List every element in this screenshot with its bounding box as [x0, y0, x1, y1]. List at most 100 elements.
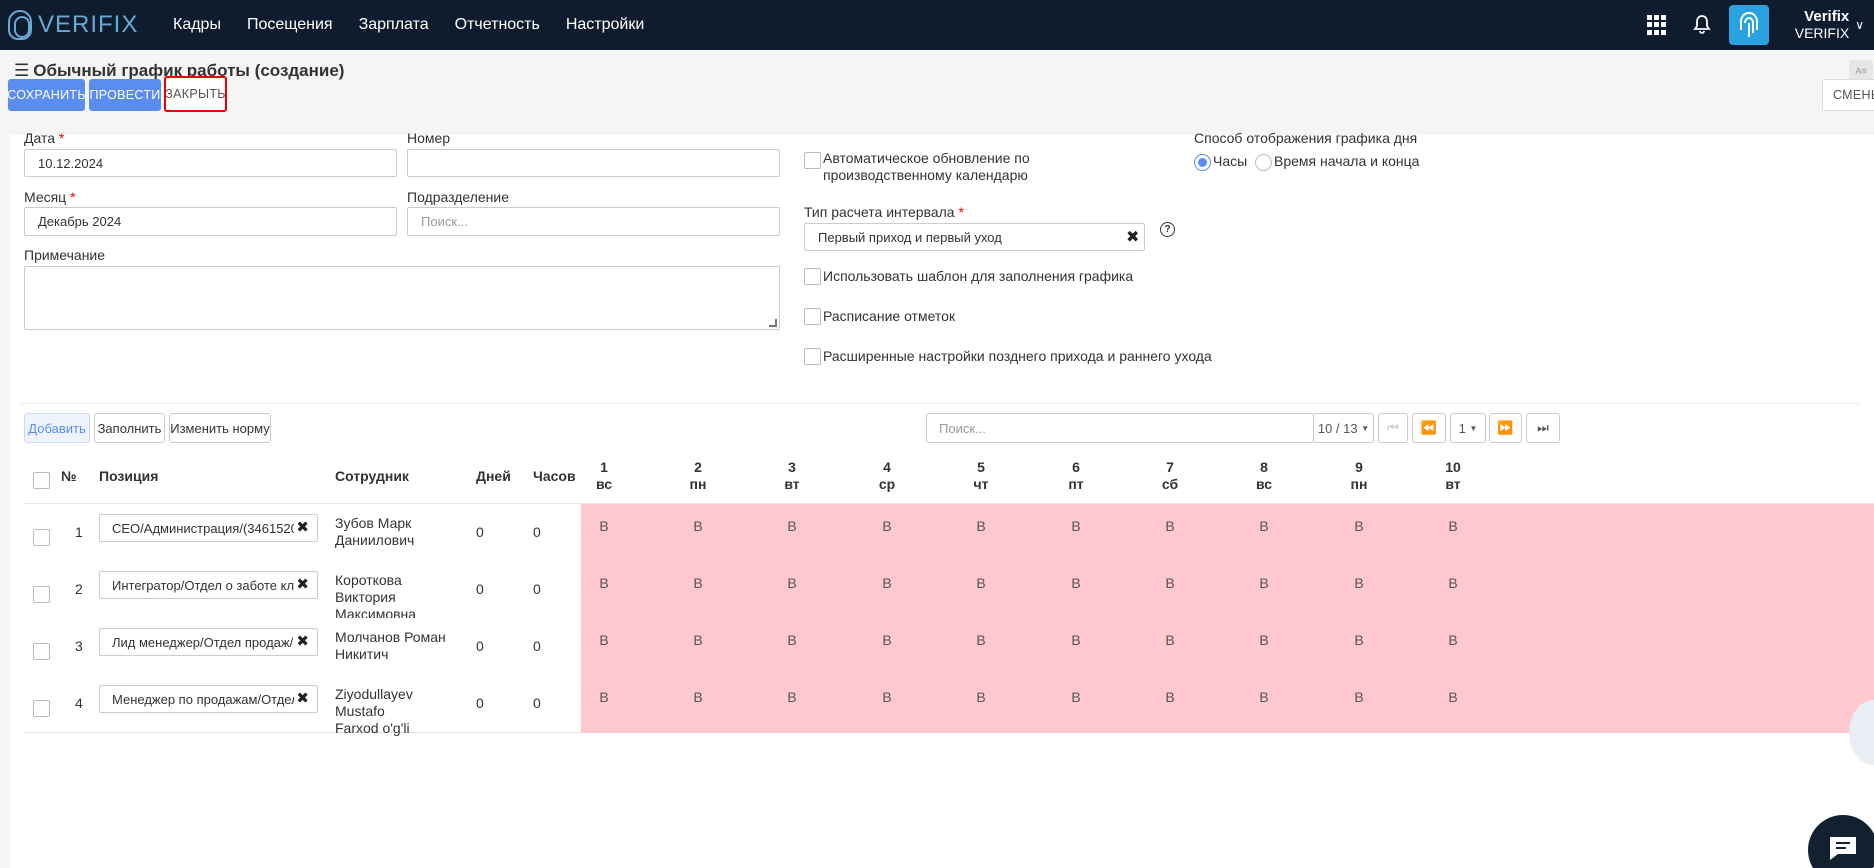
day-cell[interactable]: В [599, 518, 609, 534]
row-checkbox[interactable] [33, 586, 50, 603]
day-cell[interactable]: В [693, 575, 703, 591]
clear-position-icon[interactable]: ✖ [296, 518, 309, 536]
day-cell[interactable]: В [882, 689, 892, 705]
save-button[interactable]: СОХРАНИТЬ [7, 79, 86, 111]
day-cell[interactable]: В [1071, 518, 1081, 534]
day-cell[interactable]: В [693, 518, 703, 534]
nav-item-attendance[interactable]: Посещения [246, 16, 333, 33]
day-cell[interactable]: В [1071, 689, 1081, 705]
day-cell[interactable]: В [599, 632, 609, 648]
row-checkbox[interactable] [33, 643, 50, 660]
day-cell[interactable]: В [882, 632, 892, 648]
nav-item-reports[interactable]: Отчетность [454, 16, 540, 33]
day-cell[interactable]: В [882, 575, 892, 591]
division-search-input[interactable]: Поиск... [407, 207, 780, 236]
number-input[interactable] [407, 149, 780, 177]
day-cell[interactable]: В [1165, 575, 1175, 591]
day-cell[interactable]: В [1448, 632, 1458, 648]
first-page-icon[interactable]: ⏮ [1378, 413, 1408, 443]
nav-item-settings[interactable]: Настройки [565, 16, 645, 33]
day-cell[interactable]: В [1259, 575, 1269, 591]
day-cell[interactable]: В [787, 518, 797, 534]
table-search-input[interactable]: Поиск... [926, 413, 1314, 443]
day-cell[interactable]: В [787, 575, 797, 591]
clear-position-icon[interactable]: ✖ [296, 632, 309, 650]
day-cell[interactable]: В [1165, 518, 1175, 534]
next-page-icon[interactable]: ⏩ [1489, 413, 1522, 443]
nav-item-hr[interactable]: Кадры [173, 16, 221, 33]
day-cell[interactable]: В [1259, 689, 1269, 705]
day-cell[interactable]: В [1354, 575, 1364, 591]
resize-handle-icon[interactable] [769, 319, 777, 327]
select-all-checkbox[interactable] [33, 472, 50, 489]
day-cell[interactable]: В [693, 689, 703, 705]
page-size-select[interactable]: 10 / 13 ▼ [1313, 413, 1374, 443]
post-button[interactable]: ПРОВЕСТИ [89, 79, 161, 111]
user-menu[interactable]: Verifix VERIFIX [1795, 8, 1849, 42]
add-button[interactable]: Добавить [24, 413, 90, 443]
day-cell[interactable]: В [599, 575, 609, 591]
clear-position-icon[interactable]: ✖ [296, 575, 309, 593]
day-cell[interactable]: В [1448, 689, 1458, 705]
apps-grid-icon[interactable] [1646, 15, 1667, 35]
position-select[interactable]: CEO/Администрация/(3461520) ✖ [99, 514, 318, 542]
date-label: Дата * [24, 130, 65, 146]
month-input[interactable]: Декабрь 2024 [24, 207, 397, 236]
chevron-down-icon[interactable]: ∨ [1855, 18, 1864, 32]
day-cell[interactable]: В [599, 689, 609, 705]
day-cell[interactable]: В [976, 518, 986, 534]
help-icon[interactable]: ? [1160, 222, 1175, 237]
change-norm-button[interactable]: Изменить норму [169, 413, 271, 443]
position-select[interactable]: Менеджер по продажам/Отдел о заб✖ [99, 685, 318, 713]
day-cell[interactable]: В [976, 689, 986, 705]
day-cell[interactable]: В [1259, 518, 1269, 534]
last-page-icon[interactable]: ⏭ [1526, 413, 1560, 443]
day-cell[interactable]: В [1448, 518, 1458, 534]
late-settings-checkbox[interactable] [804, 348, 821, 365]
day-cell[interactable]: В [976, 632, 986, 648]
date-input[interactable]: 10.12.2024 [24, 149, 397, 177]
day-cell[interactable]: В [1165, 689, 1175, 705]
template-checkbox[interactable] [804, 268, 821, 285]
chat-support-button[interactable] [1808, 815, 1874, 868]
position-select[interactable]: Интегратор/Отдел о заботе клиенто✖ [99, 571, 318, 599]
notification-bell-icon[interactable] [1693, 15, 1711, 35]
hamburger-menu-icon[interactable]: ☰ [14, 61, 30, 80]
nav-item-payroll[interactable]: Зарплата [358, 16, 429, 33]
row-checkbox[interactable] [33, 529, 50, 546]
day-cell[interactable]: В [1071, 632, 1081, 648]
user-avatar[interactable] [1728, 5, 1769, 45]
day-cell[interactable]: В [1354, 518, 1364, 534]
day-cell[interactable]: В [787, 689, 797, 705]
row-checkbox[interactable] [33, 700, 50, 717]
shifts-button[interactable]: СМЕНЫ [1822, 79, 1874, 111]
marks-schedule-checkbox[interactable] [804, 308, 821, 325]
position-select[interactable]: Лид менеджер/Отдел продаж/(34615✖ [99, 628, 318, 656]
hours-radio[interactable] [1194, 154, 1211, 171]
day-cell[interactable]: В [1071, 575, 1081, 591]
fingerprint-logo-icon [8, 10, 32, 40]
auto-update-checkbox[interactable] [804, 152, 821, 169]
fill-button[interactable]: Заполнить [94, 413, 165, 443]
clear-interval-icon[interactable]: ✖ [1126, 229, 1140, 246]
day-cell[interactable]: В [787, 632, 797, 648]
clear-position-icon[interactable]: ✖ [296, 689, 309, 707]
day-cell[interactable]: В [1354, 689, 1364, 705]
hours-value: 0 [533, 695, 541, 711]
day-cell[interactable]: В [693, 632, 703, 648]
start-end-time-radio[interactable] [1255, 154, 1272, 171]
close-button[interactable]: ЗАКРЫТЬ [164, 76, 227, 112]
row-number: 4 [75, 695, 83, 711]
language-toggle-icon[interactable]: A≡ [1849, 60, 1873, 82]
interval-type-select[interactable]: Первый приход и первый уход [804, 223, 1145, 251]
logo[interactable]: VERIFIX [0, 10, 150, 40]
day-cell[interactable]: В [1354, 632, 1364, 648]
prev-page-icon[interactable]: ⏪ [1412, 413, 1446, 443]
page-number-select[interactable]: 1 ▼ [1450, 413, 1486, 443]
day-cell[interactable]: В [882, 518, 892, 534]
note-textarea[interactable] [24, 266, 780, 330]
day-cell[interactable]: В [1448, 575, 1458, 591]
day-cell[interactable]: В [1259, 632, 1269, 648]
day-cell[interactable]: В [1165, 632, 1175, 648]
day-cell[interactable]: В [976, 575, 986, 591]
